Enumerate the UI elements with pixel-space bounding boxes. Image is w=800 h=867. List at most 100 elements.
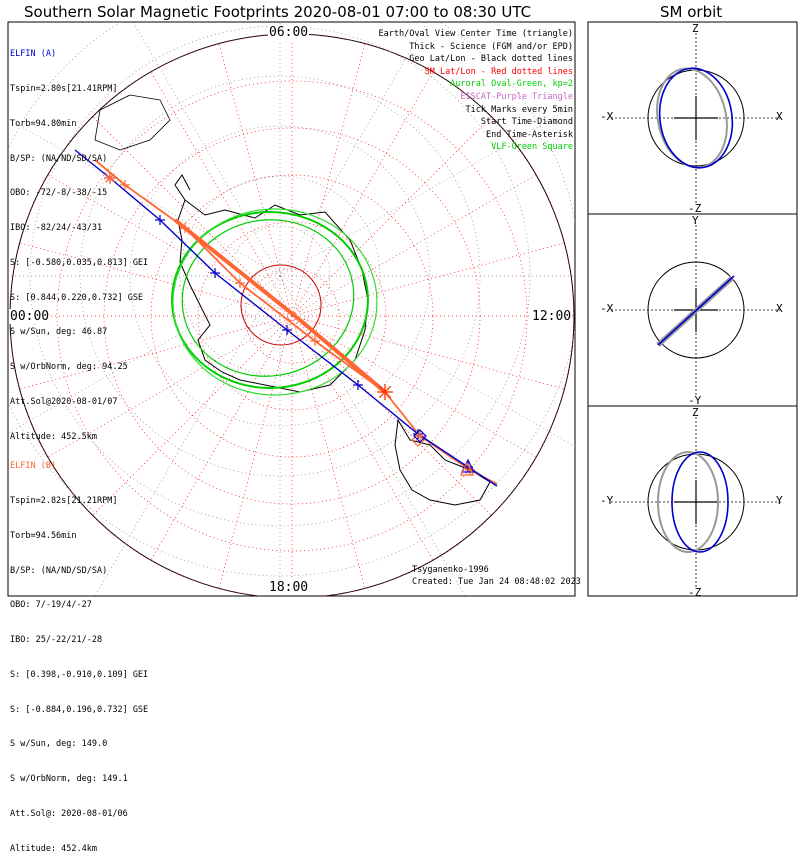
polar-cap-circle bbox=[240, 264, 322, 346]
model-credit: Tsyganenko-1996 bbox=[412, 565, 489, 575]
orbit-title: SM orbit bbox=[660, 3, 723, 21]
legend-entry: VLF-Green Square bbox=[491, 142, 573, 153]
sm-lon-line bbox=[47, 174, 293, 317]
sm-lon-line bbox=[291, 174, 537, 317]
geo-lon-line bbox=[279, 275, 466, 596]
hour-label-left: 00:00 bbox=[9, 309, 51, 324]
elfin-b-line: B/SP: (NA/ND/SD/SA) bbox=[10, 565, 108, 576]
elfin-b-line: S w/Sun, deg: 149.0 bbox=[10, 739, 108, 750]
geo-lat-circle bbox=[29, 25, 531, 527]
sm-lon-line bbox=[150, 315, 293, 561]
auroral-oval-inner bbox=[171, 211, 369, 389]
map-layer bbox=[8, 22, 575, 596]
sm-lon-line bbox=[291, 315, 366, 589]
geo-lat-circle bbox=[229, 225, 331, 327]
elfin-b-line: Torb=94.56min bbox=[10, 530, 77, 541]
elfin-a-line: IBO: -82/24/-43/31 bbox=[10, 223, 103, 234]
elfin-a-line: Torb=94.80min bbox=[10, 118, 77, 129]
hour-label-bottom: 18:00 bbox=[268, 580, 310, 595]
created-timestamp: Created: Tue Jan 24 08:48:02 2023 bbox=[412, 577, 581, 587]
sm-lon-line bbox=[150, 71, 293, 317]
earth-circle bbox=[647, 261, 745, 359]
elfin-a-line: S w/Sun, deg: 46.87 bbox=[10, 327, 108, 338]
legend-entry: SM Lat/Lon - Red dotted lines bbox=[424, 66, 573, 77]
orbit-axis-label-right: X bbox=[776, 302, 783, 315]
auroral-oval-outer bbox=[181, 219, 355, 377]
elfin-b-name: ELFIN (B) bbox=[10, 461, 57, 472]
elfin-a-line: B/SP: (NA/ND/SD/SA) bbox=[10, 153, 108, 164]
sm-lon-line bbox=[19, 315, 293, 390]
sm-lon-line bbox=[19, 242, 293, 317]
orbit-axis-label-up: Y bbox=[692, 214, 699, 227]
sm-lon-line bbox=[291, 315, 492, 516]
elfin-a-info: ELFIN (A) Tspin=2.80s[21.41RPM] Torb=94.… bbox=[10, 26, 148, 455]
sm-lon-line bbox=[291, 315, 434, 561]
landmass-outline bbox=[94, 94, 171, 151]
elfin-b-line: Tspin=2.82s[21.21RPM] bbox=[10, 495, 118, 506]
legend: Earth/Oval View Center Time (triangle) Th… bbox=[379, 28, 573, 154]
elfin-b-line: IBO: 25/-22/21/-28 bbox=[10, 635, 103, 646]
sm-lon-line bbox=[291, 242, 565, 317]
orbit-axis-label-left: -Y bbox=[600, 494, 614, 507]
legend-entry: Geo Lat/Lon - Black dotted lines bbox=[409, 54, 573, 65]
orbit-axis-label-down: -Z bbox=[688, 586, 702, 599]
elfin-a-line: Tspin=2.80s[21.41RPM] bbox=[10, 83, 118, 94]
sm-lon-line bbox=[291, 71, 434, 317]
elfin-a-line: Altitude: 452.5km bbox=[10, 431, 97, 442]
peninsula-outline bbox=[174, 174, 191, 201]
elfin-a-line: OBO: -72/-8/-38/-15 bbox=[10, 188, 108, 199]
orbit-frame bbox=[587, 21, 798, 597]
figure-canvas bbox=[7, 21, 798, 597]
elfin-a-line: S w/OrbNorm, deg: 94.25 bbox=[10, 362, 128, 373]
sm-lon-line bbox=[218, 43, 293, 317]
orbit-axis-label-down: -Z bbox=[688, 202, 702, 215]
hour-label-right: 12:00 bbox=[531, 309, 573, 324]
sm-lon-line bbox=[291, 43, 366, 317]
elfin-b-line: S: [-0.884,0.196,0.732] GSE bbox=[10, 704, 149, 715]
legend-entry: Tick Marks every 5min bbox=[465, 104, 573, 115]
elfin-b-line: S: [0.398,-0.910,0.109] GEI bbox=[10, 669, 149, 680]
legend-entry: End Time-Asterisk bbox=[486, 129, 573, 140]
elfin-a-line: Att.Sol@2020-08-01/07 bbox=[10, 397, 118, 407]
sm-lon-line bbox=[291, 315, 565, 390]
chart-title: Southern Solar Magnetic Footprints 2020-… bbox=[24, 3, 532, 21]
elfin-a-name: ELFIN (A) bbox=[10, 49, 57, 60]
legend-entry: EISCAT-Purple Triangle bbox=[460, 91, 573, 102]
legend-entry: Earth/Oval View Center Time (triangle) bbox=[378, 29, 573, 39]
orbit-axis-label-left: -X bbox=[600, 110, 614, 123]
sm-lat-circle bbox=[56, 80, 528, 552]
sm-lon-line bbox=[92, 116, 293, 317]
orbit-axis-label-up: Z bbox=[692, 406, 699, 419]
elfin-b-line: Att.Sol@: 2020-08-01/06 bbox=[10, 809, 128, 819]
elfin-a-orbit bbox=[671, 451, 729, 553]
legend-entry: Start Time-Diamond bbox=[480, 117, 573, 128]
sm-lon-line bbox=[291, 315, 537, 458]
elfin-b-end-asterisk bbox=[105, 173, 115, 183]
elfin-b-orbit bbox=[657, 451, 719, 553]
elfin-a-line: S: [-0.580,0.035,0.813] GEI bbox=[10, 257, 149, 268]
continent-outline bbox=[177, 199, 369, 393]
elfin-b-info: ELFIN (B) Tspin=2.82s[21.21RPM] Torb=94.… bbox=[10, 438, 148, 867]
elfin-b-center-triangle bbox=[460, 461, 474, 476]
auroral-oval-inner-2 bbox=[172, 208, 378, 396]
orbit-axis-label-down: -Y bbox=[688, 394, 702, 407]
sm-lat-circle bbox=[197, 221, 387, 411]
elfin-a-orbit bbox=[658, 67, 734, 169]
elfin-b-line: S w/OrbNorm, deg: 149.1 bbox=[10, 774, 128, 785]
sm-lon-line bbox=[92, 315, 293, 516]
elfin-b-line: Altitude: 452.4km bbox=[10, 843, 97, 854]
hour-label-top: 06:00 bbox=[268, 25, 310, 40]
elfin-b-line: OBO: 7/-19/4/-27 bbox=[10, 600, 92, 611]
elfin-b-end-asterisk bbox=[378, 385, 392, 399]
orbit-axis-label-up: Z bbox=[692, 22, 699, 35]
geo-lat-circle bbox=[129, 125, 431, 427]
orbit-axis-label-right: Y bbox=[776, 494, 783, 507]
sm-lon-line bbox=[291, 116, 492, 317]
landmass-outline bbox=[394, 418, 491, 506]
elfin-b-start-diamond bbox=[411, 433, 425, 447]
sm-lat-circle bbox=[244, 268, 340, 364]
orbit-plots bbox=[611, 33, 781, 587]
polar-map bbox=[8, 22, 575, 596]
elfin-a-start-diamond bbox=[413, 429, 427, 443]
elfin-b-science-segment bbox=[173, 218, 387, 394]
